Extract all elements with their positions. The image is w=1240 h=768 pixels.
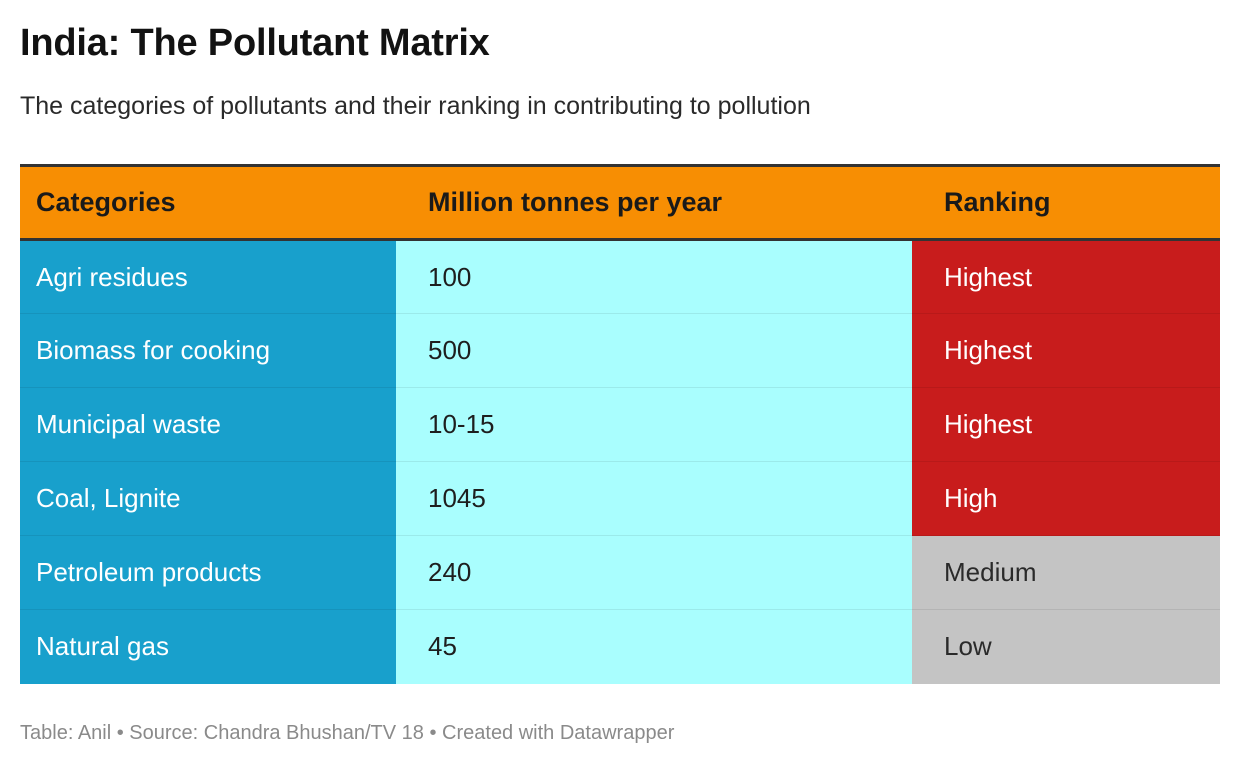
table-row: Biomass for cooking 500 Highest [20,313,1220,388]
cell-amount: 10-15 [396,387,912,462]
column-header-categories[interactable]: Categories [20,164,396,241]
cell-ranking: Medium [912,535,1220,610]
cell-amount: 240 [396,535,912,610]
table-row: Natural gas 45 Low [20,609,1220,684]
cell-amount: 100 [396,239,912,314]
column-header-ranking[interactable]: Ranking [912,164,1220,241]
cell-category: Petroleum products [20,535,396,610]
chart-subtitle: The categories of pollutants and their r… [20,92,811,120]
table-header-row: Categories Million tonnes per year Ranki… [20,164,1220,241]
cell-category: Coal, Lignite [20,461,396,536]
cell-ranking: High [912,461,1220,536]
table-row: Agri residues 100 Highest [20,239,1220,314]
cell-amount: 45 [396,609,912,684]
cell-ranking: Highest [912,239,1220,314]
cell-ranking: Low [912,609,1220,684]
cell-amount: 500 [396,313,912,388]
source-note: Table: Anil • Source: Chandra Bhushan/TV… [20,722,675,744]
cell-category: Natural gas [20,609,396,684]
cell-ranking: Highest [912,387,1220,462]
column-header-amount[interactable]: Million tonnes per year [396,164,912,241]
chart-title: India: The Pollutant Matrix [20,22,490,64]
table-body: Agri residues 100 Highest Biomass for cooki… [20,239,1220,684]
table-row: Coal, Lignite 1045 High [20,461,1220,536]
cell-amount: 1045 [396,461,912,536]
table-row: Municipal waste 10-15 Highest [20,387,1220,462]
cell-category: Municipal waste [20,387,396,462]
cell-category: Agri residues [20,239,396,314]
cell-category: Biomass for cooking [20,313,396,388]
pollutant-table: Categories Million tonnes per year Ranki… [20,164,1220,684]
cell-ranking: Highest [912,313,1220,388]
table-row: Petroleum products 240 Medium [20,535,1220,610]
